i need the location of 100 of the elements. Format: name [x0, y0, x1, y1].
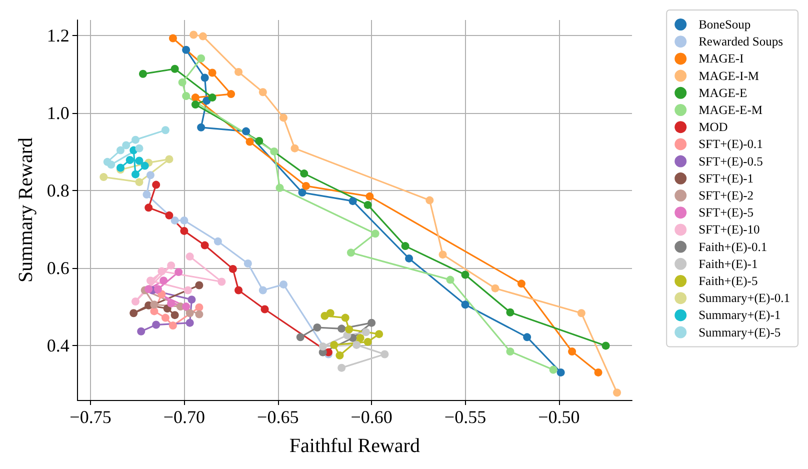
point [144, 285, 153, 294]
point [246, 138, 254, 146]
point [313, 323, 322, 332]
point [352, 340, 361, 349]
point [178, 78, 186, 86]
point [131, 298, 140, 306]
point [195, 281, 204, 290]
point [491, 284, 500, 292]
point [338, 324, 346, 333]
point [341, 314, 350, 322]
point [517, 280, 526, 288]
legend-label: Faith+(E)-1 [698, 256, 758, 271]
x-tick-label: −0.70 [163, 407, 206, 427]
legend-label: SFT+(E)-0.5 [698, 154, 763, 168]
point [345, 325, 354, 334]
point [167, 299, 176, 308]
y-tick-label: 1.0 [46, 103, 70, 124]
point [356, 334, 364, 342]
point [244, 260, 252, 268]
y-tick-label: 1.2 [46, 26, 70, 46]
legend-label: BoneSoup [698, 18, 751, 32]
legend-label: MAGE-I-M [698, 68, 760, 83]
point [154, 285, 162, 294]
point [131, 170, 140, 178]
point [613, 388, 622, 397]
x-tick-label: −0.75 [70, 407, 112, 427]
point [270, 147, 278, 156]
point [556, 368, 565, 376]
legend-label: Summary+(E)-0.1 [698, 291, 790, 306]
point [186, 309, 194, 318]
point [380, 350, 389, 358]
point [366, 192, 374, 200]
point [375, 330, 384, 338]
point [258, 286, 267, 294]
point [346, 248, 355, 257]
point [506, 348, 514, 356]
point [330, 340, 338, 349]
point [300, 170, 308, 178]
point [150, 300, 158, 309]
point [202, 96, 211, 105]
point [142, 190, 151, 198]
legend-label: MAGE-I [698, 52, 744, 66]
point [116, 146, 124, 154]
point [200, 74, 209, 82]
y-tick-label: 0.6 [46, 258, 70, 278]
point [182, 92, 190, 100]
point [161, 126, 170, 134]
legend-label: SFT+(E)-10 [698, 222, 760, 237]
point [290, 144, 299, 152]
point [137, 327, 146, 336]
point [242, 127, 250, 136]
point [280, 280, 288, 288]
point [146, 171, 154, 180]
point [186, 318, 194, 327]
point [195, 303, 204, 312]
point [195, 310, 204, 318]
point [594, 368, 602, 376]
legend-label: Faith+(E)-0.1 [698, 240, 768, 254]
point [122, 141, 130, 150]
point [234, 68, 243, 76]
legend-label: Summary+(E)-1 [698, 308, 781, 322]
point [348, 197, 357, 206]
point [130, 309, 138, 318]
legend-label: Rewarded Soups [698, 34, 784, 49]
point [180, 216, 188, 224]
point [523, 333, 532, 342]
point [446, 276, 454, 284]
x-tick-label: −0.55 [444, 407, 486, 427]
point [426, 196, 434, 204]
point [208, 68, 216, 77]
point [296, 333, 304, 342]
point [320, 312, 329, 320]
legend-label: Summary+(E)-5 [698, 325, 781, 340]
y-axis-title: Summary Reward [15, 138, 37, 282]
point [144, 204, 153, 212]
point [180, 226, 188, 235]
point [208, 94, 216, 102]
point [318, 342, 327, 350]
x-tick-label: −0.65 [257, 407, 299, 427]
point [602, 342, 610, 350]
point [197, 123, 206, 132]
point [214, 237, 222, 246]
legend-label: MAGE-E-M [698, 103, 762, 117]
point [568, 348, 576, 356]
point [228, 264, 237, 273]
point [168, 322, 177, 330]
point [198, 32, 207, 40]
point [258, 88, 267, 96]
point [197, 54, 206, 62]
y-tick-label: 0.4 [46, 336, 70, 356]
point [577, 309, 586, 318]
point [184, 286, 192, 294]
point [182, 46, 190, 54]
legend-label: SFT+(E)-5 [698, 206, 754, 220]
point [131, 136, 140, 144]
point [167, 261, 176, 270]
point [135, 156, 144, 165]
point [461, 270, 470, 279]
point [276, 184, 284, 192]
point [126, 156, 134, 164]
